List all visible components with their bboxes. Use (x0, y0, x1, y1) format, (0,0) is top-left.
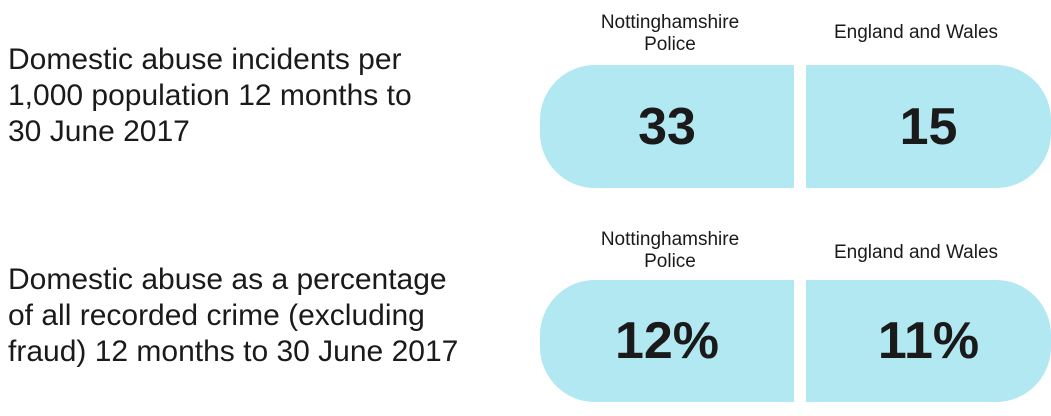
metric1-national-value: 15 (806, 65, 1051, 188)
metric1-national-label: England and Wales (833, 22, 999, 43)
metric2-description: Domestic abuse as a percentage of all re… (8, 263, 459, 368)
metric1-description: Domestic abuse incidents per 1,000 popul… (8, 43, 412, 148)
metric2-force-value: 12% (540, 280, 794, 402)
metric2-national-value: 11% (806, 280, 1051, 402)
metric2-force-label: Nottinghamshire Police (600, 229, 740, 272)
metric1-force-label: Nottinghamshire Police (600, 12, 740, 55)
metric1-force-value: 33 (540, 65, 794, 188)
metric2-national-label: England and Wales (833, 242, 999, 263)
